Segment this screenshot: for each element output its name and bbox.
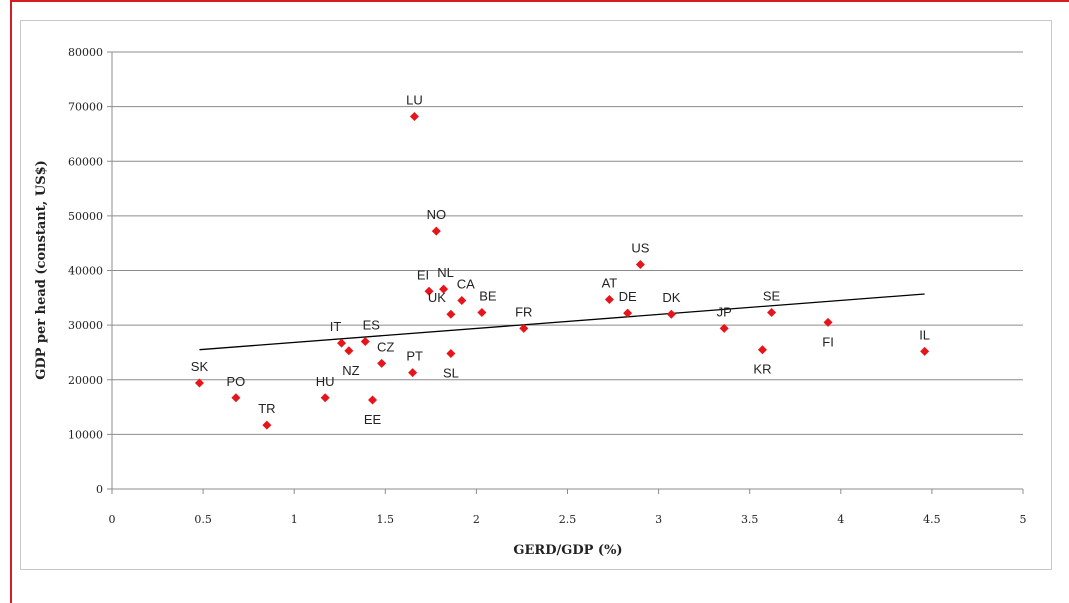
point-label-us: US: [631, 240, 649, 255]
data-point-hu: [320, 393, 330, 403]
data-point-fi: [823, 317, 833, 327]
point-label-cz: CZ: [377, 339, 394, 354]
y-tick-label: 50000: [68, 210, 103, 223]
data-point-se: [767, 308, 777, 318]
point-label-it: IT: [330, 319, 342, 334]
x-tick-label: 4: [837, 513, 844, 526]
y-tick-label: 10000: [68, 428, 103, 441]
data-point-es: [360, 337, 370, 347]
data-point-at: [604, 294, 614, 304]
point-label-se: SE: [763, 289, 781, 304]
data-point-no: [431, 226, 441, 236]
data-point-jp: [719, 323, 729, 333]
point-label-il: IL: [919, 327, 930, 342]
point-label-at: AT: [602, 275, 618, 290]
point-label-fr: FR: [515, 304, 532, 319]
point-label-hu: HU: [316, 374, 335, 389]
x-tick-label: 1: [291, 513, 298, 526]
data-point-be: [477, 308, 487, 318]
point-label-de: DE: [619, 289, 637, 304]
point-label-no: NO: [427, 207, 447, 222]
y-tick-label: 70000: [68, 101, 103, 114]
data-point-nl: [439, 284, 449, 294]
point-label-jp: JP: [717, 304, 732, 319]
data-point-po: [231, 393, 241, 403]
data-point-us: [635, 259, 645, 269]
point-labels: SK PO TR HU IT NZ ES EE CZ PT LU EI NO NL UK SL CA BE FR AT…: [191, 92, 930, 427]
data-point-sl: [446, 349, 456, 359]
y-axis-title: GDP per head (constant, US$): [34, 160, 49, 380]
x-tick-label: 3: [655, 513, 662, 526]
data-point-ca: [457, 296, 467, 306]
data-point-cz: [377, 358, 387, 368]
trendline-layer: [199, 293, 925, 351]
x-tick-label: 4.5: [923, 513, 941, 526]
point-label-dk: DK: [662, 290, 680, 305]
data-point-fr: [519, 323, 529, 333]
y-tick-label: 30000: [68, 319, 103, 332]
data-point-lu: [409, 111, 419, 121]
point-label-ca: CA: [457, 277, 475, 292]
y-tick-label: 0: [96, 483, 103, 496]
y-tick-label: 60000: [68, 155, 103, 168]
point-label-ei: EI: [417, 267, 429, 282]
data-point-it: [337, 338, 347, 348]
point-label-nz: NZ: [342, 363, 359, 378]
x-tick-label: 5: [1020, 513, 1027, 526]
x-tick-label: 2: [473, 513, 480, 526]
x-tick-label: 2.5: [559, 513, 577, 526]
data-point-dk: [666, 309, 676, 319]
point-label-es: ES: [363, 318, 381, 333]
x-tick-label: 3.5: [741, 513, 759, 526]
x-tick-label: 1.5: [377, 513, 395, 526]
chart-area: [20, 20, 1052, 570]
y-tick-label: 40000: [68, 265, 103, 278]
point-label-fi: FI: [822, 334, 834, 349]
gridlines: [107, 51, 1024, 494]
data-point-de: [623, 308, 633, 318]
point-label-nl: NL: [437, 265, 454, 280]
data-point-tr: [262, 420, 272, 430]
y-tick-label: 80000: [68, 46, 103, 59]
point-label-kr: KR: [753, 362, 771, 377]
point-label-pt: PT: [406, 349, 423, 364]
data-points: [194, 111, 930, 430]
point-label-uk: UK: [428, 290, 446, 305]
point-label-lu: LU: [406, 92, 423, 107]
data-point-sk: [194, 378, 204, 388]
x-axis-title: GERD/GDP (%): [513, 543, 622, 558]
data-point-ei: [424, 286, 434, 296]
data-point-uk: [446, 309, 456, 319]
data-point-kr: [757, 345, 767, 355]
y-tick-label: 20000: [68, 374, 103, 387]
trendline: [199, 293, 925, 351]
point-label-ee: EE: [364, 412, 382, 427]
point-label-sk: SK: [191, 359, 209, 374]
data-point-nz: [344, 346, 354, 356]
y-tick-labels: 0 10000 20000 30000 40000 50000 60000 70000 8000…: [68, 46, 103, 496]
x-tick-label: 0: [109, 513, 116, 526]
point-label-po: PO: [226, 374, 245, 389]
data-point-ee: [368, 395, 378, 405]
data-point-pt: [408, 368, 418, 378]
x-tick-labels: 0 0.5 1 1.5 2 2.5 3 3.5 4 4.5 5: [109, 513, 1027, 526]
point-label-tr: TR: [258, 401, 275, 416]
data-point-il: [920, 346, 930, 356]
page-frame: [10, 0, 1069, 603]
point-label-be: BE: [479, 289, 497, 304]
point-label-sl: SL: [443, 366, 459, 381]
x-tick-label: 0.5: [194, 513, 212, 526]
